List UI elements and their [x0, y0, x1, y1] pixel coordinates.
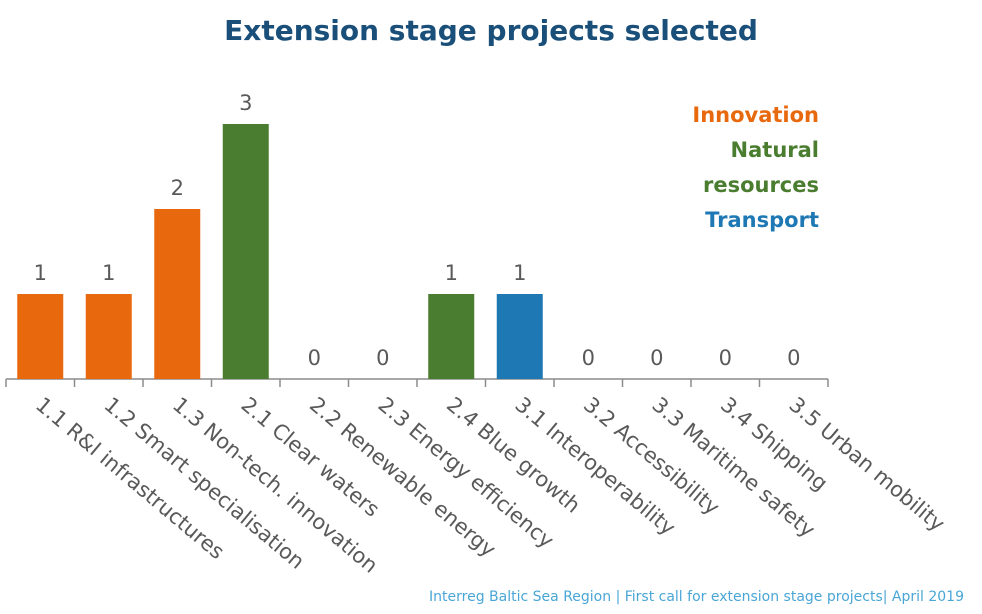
value-label-7: 1: [445, 261, 458, 285]
value-label-4: 3: [239, 91, 252, 115]
legend-entry-0-line-0: Innovation: [692, 103, 819, 127]
legend-entry-2-line-0: Transport: [705, 208, 819, 232]
bar-4: [222, 124, 269, 379]
bar-7: [428, 294, 475, 379]
value-label-10: 0: [650, 346, 663, 370]
value-label-12: 0: [787, 346, 800, 370]
value-label-6: 0: [376, 346, 389, 370]
legend-entry-1-line-1: resources: [702, 173, 819, 197]
value-label-3: 2: [171, 176, 184, 200]
legend-entry-1-line-0: Natural: [730, 138, 819, 162]
bar-1: [17, 294, 64, 379]
bar-8: [496, 294, 543, 379]
value-label-11: 0: [719, 346, 732, 370]
footer-credit: Interreg Baltic Sea Region | First call …: [429, 589, 964, 605]
chart-title: Extension stage projects selected: [224, 14, 758, 47]
value-label-2: 1: [102, 261, 115, 285]
value-label-1: 1: [34, 261, 47, 285]
value-label-5: 0: [308, 346, 321, 370]
value-label-8: 1: [513, 261, 526, 285]
bar-3: [154, 209, 201, 379]
value-label-9: 0: [582, 346, 595, 370]
legend: Innovation Natural resources Transport: [692, 98, 819, 238]
bar-2: [85, 294, 132, 379]
